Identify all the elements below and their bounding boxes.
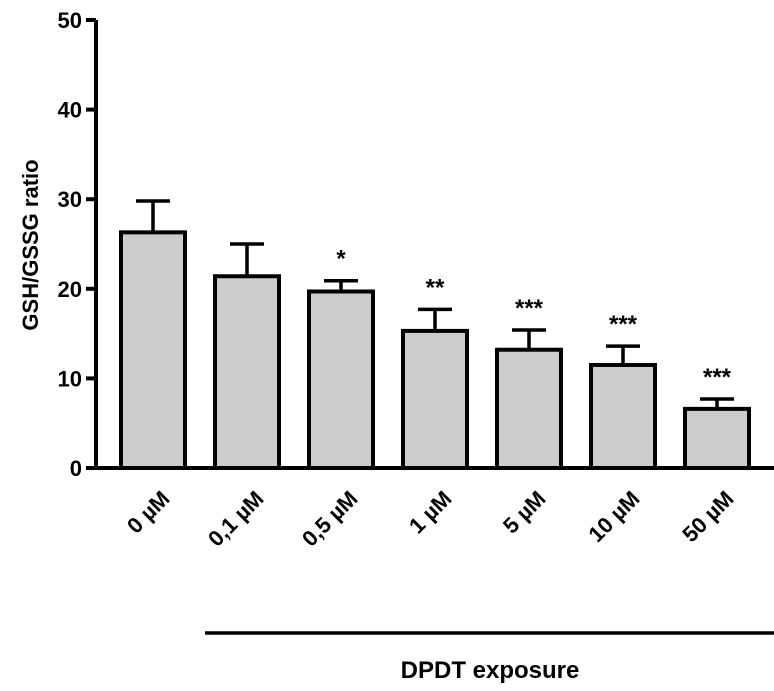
y-tick-label: 20	[58, 277, 82, 302]
bar	[307, 289, 375, 470]
y-tick-label: 10	[58, 366, 82, 391]
x-tick-label: 0,1 µM	[203, 486, 269, 552]
x-axis-label: DPDT exposure	[401, 657, 580, 684]
x-tick-label: 50 µM	[677, 486, 738, 547]
significance-marker: ***	[703, 364, 732, 391]
x-axis: 0 µM 0,1 µM 0,5 µM 1 µM 5 µM 10 µM 50 µM	[94, 466, 774, 552]
y-tick-label: 0	[70, 456, 82, 481]
significance-marker: **	[426, 274, 445, 301]
x-tick-label: 0 µM	[122, 486, 175, 539]
y-axis-label: GSH/GSSG ratio	[18, 159, 43, 330]
significance-marker: *	[336, 246, 346, 273]
bar	[119, 230, 187, 470]
bar	[495, 347, 563, 470]
x-tick-label: 10 µM	[583, 486, 644, 547]
bar	[401, 328, 469, 470]
y-tick-label: 40	[58, 98, 82, 123]
bar	[589, 362, 657, 470]
significance-marker: ***	[609, 311, 638, 338]
y-axis: 0 10 20 30 40 50	[58, 8, 98, 481]
significance-marker: ***	[515, 295, 544, 322]
bar	[213, 274, 281, 471]
y-tick-label: 30	[58, 187, 82, 212]
x-tick-label: 1 µM	[404, 486, 457, 539]
y-tick-label: 50	[58, 8, 82, 33]
bars-group: ************	[119, 199, 751, 471]
bar	[683, 406, 751, 471]
x-tick-label: 0,5 µM	[297, 486, 363, 552]
x-tick-label: 5 µM	[498, 486, 551, 539]
